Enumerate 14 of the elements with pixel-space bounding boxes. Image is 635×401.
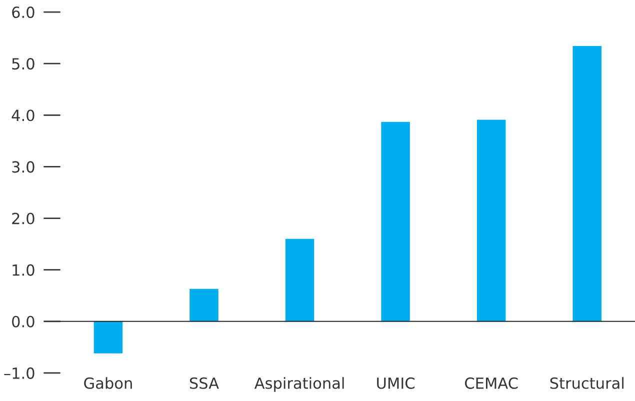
x-tick-label: CEMAC [465,377,518,389]
y-tick-label: 5.0 [12,58,34,70]
y-tick-label: 2.0 [12,212,34,224]
x-tick-label: Structural [550,377,624,389]
y-tick-label: 6.0 [12,6,34,18]
y-tick-label: –1.0 [4,367,34,379]
y-tick-label: 3.0 [12,161,34,173]
x-tick-label: UMIC [377,377,414,389]
x-tick-label: SSA [190,377,219,389]
x-tick-label: Gabon [84,377,132,389]
y-tick-label: 4.0 [12,110,34,122]
y-tick-label: 0.0 [12,316,34,328]
x-tick-label: Aspirational [254,377,344,392]
y-tick-label: 1.0 [12,264,34,276]
